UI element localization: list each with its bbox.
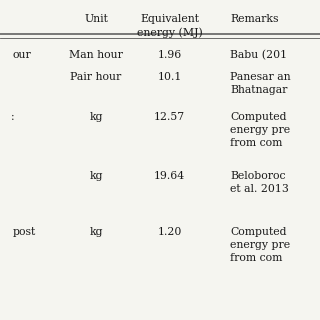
Text: our: our — [13, 50, 32, 60]
Text: Pair hour: Pair hour — [70, 72, 122, 82]
Text: Equivalent
energy (MJ): Equivalent energy (MJ) — [137, 14, 203, 37]
Text: post: post — [13, 227, 36, 237]
Text: kg: kg — [89, 112, 103, 122]
Text: kg: kg — [89, 171, 103, 181]
Text: :: : — [11, 112, 15, 122]
Text: 10.1: 10.1 — [157, 72, 182, 82]
Text: 19.64: 19.64 — [154, 171, 185, 181]
Text: 12.57: 12.57 — [154, 112, 185, 122]
Text: Remarks: Remarks — [230, 14, 279, 24]
Text: Computed
energy pre
from com: Computed energy pre from com — [230, 227, 291, 263]
Text: Beloboroc
et al. 2013: Beloboroc et al. 2013 — [230, 171, 289, 194]
Text: Panesar an
Bhatnagar: Panesar an Bhatnagar — [230, 72, 291, 95]
Text: 1.20: 1.20 — [157, 227, 182, 237]
Text: kg: kg — [89, 227, 103, 237]
Text: Unit: Unit — [84, 14, 108, 24]
Text: Computed
energy pre
from com: Computed energy pre from com — [230, 112, 291, 148]
Text: Babu (201: Babu (201 — [230, 50, 288, 60]
Text: Man hour: Man hour — [69, 50, 123, 60]
Text: 1.96: 1.96 — [157, 50, 182, 60]
